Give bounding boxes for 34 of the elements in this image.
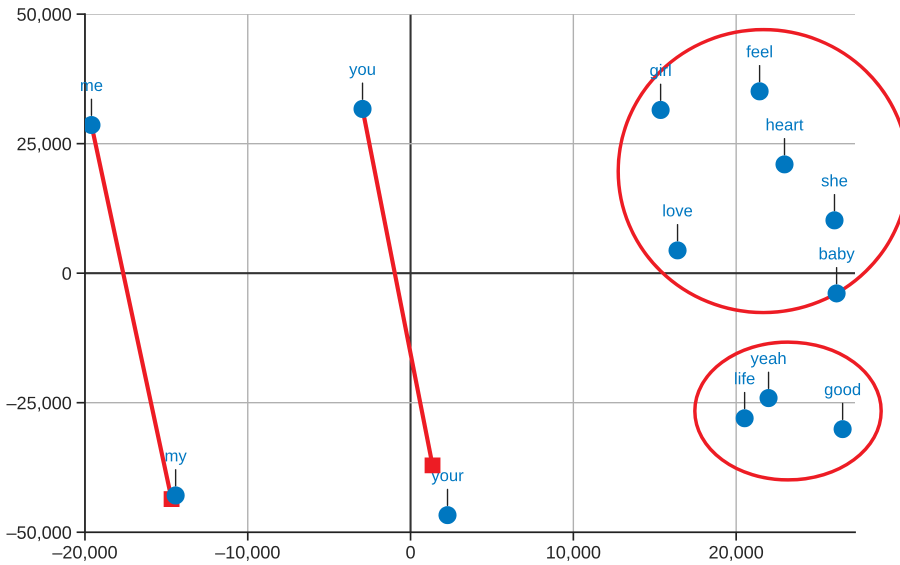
point (736, 409, 754, 428)
annotation: heart (766, 118, 804, 131)
y-tick-label: –25,000 (6, 396, 72, 412)
point (424, 457, 440, 474)
y-tick-label: 50,000 (17, 8, 72, 23)
annotation: love (663, 204, 692, 217)
y-tick-label: –50,000 (6, 526, 72, 542)
x-tick-label: 10,000 (547, 546, 600, 561)
point (825, 211, 844, 230)
annotation: feel (746, 45, 772, 58)
point (834, 420, 852, 438)
y-tick-label: 25,000 (17, 138, 72, 153)
point (166, 486, 185, 504)
annotation: baby (820, 247, 855, 263)
point (760, 388, 778, 408)
point (353, 100, 372, 118)
annotation: you (349, 66, 375, 78)
point (652, 100, 670, 120)
annotation: your (431, 472, 464, 485)
y-tick-label: 0 (62, 267, 72, 280)
annotation: life (735, 372, 755, 384)
x-tick-label: 20,000 (709, 546, 764, 561)
x-tick-label: –20,000 (52, 546, 117, 561)
point (438, 506, 457, 524)
x-tick-label: –10,000 (215, 546, 280, 561)
annotation: yeah (750, 352, 786, 368)
annotation: my (166, 452, 187, 465)
x-tick-label: 0 (406, 546, 415, 559)
point (750, 82, 769, 100)
point (828, 284, 846, 302)
point (668, 241, 687, 260)
annotation: she (822, 174, 848, 186)
annotation: good (824, 383, 860, 399)
point (775, 155, 794, 174)
